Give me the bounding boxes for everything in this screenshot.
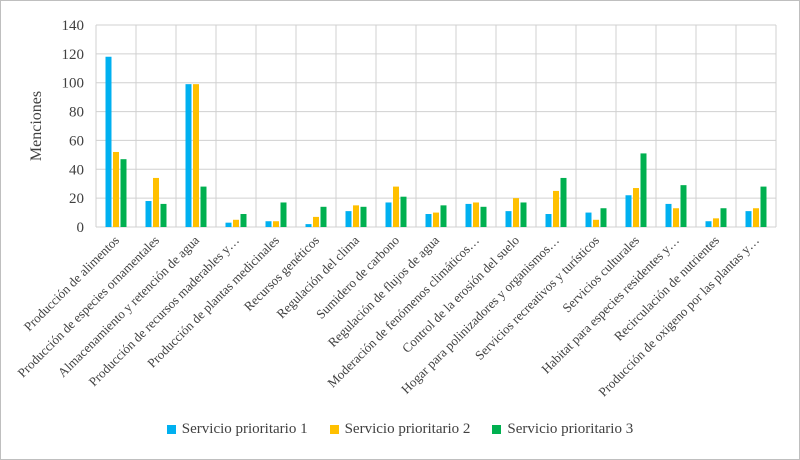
bar (673, 208, 679, 227)
legend-label: Servicio prioritario 1 (181, 421, 308, 437)
bar (465, 203, 472, 227)
bar (440, 205, 447, 227)
y-tick-label: 20 (69, 191, 84, 207)
bar (625, 195, 632, 227)
y-tick-label: 0 (77, 220, 85, 236)
bar (273, 221, 279, 227)
legend: Servicio prioritario 1 Servicio prioritar… (1, 421, 799, 438)
bar (600, 208, 607, 227)
bar (120, 159, 127, 227)
bar (760, 186, 767, 227)
bar (513, 198, 519, 227)
bar (433, 212, 439, 227)
bar (633, 188, 639, 227)
legend-item: Servicio prioritario 2 (329, 421, 471, 438)
bar (305, 224, 312, 227)
legend-item: Servicio prioritario 3 (492, 421, 633, 438)
bar (280, 202, 287, 227)
bar (425, 214, 432, 227)
legend-item: Servicio prioritario 1 (166, 421, 308, 438)
bar (345, 211, 352, 227)
bar (320, 206, 327, 227)
bar (240, 214, 247, 227)
bar (713, 218, 719, 227)
bar (480, 206, 487, 227)
bar (200, 186, 207, 227)
bar (153, 177, 159, 227)
bar (145, 201, 152, 227)
bar (680, 185, 687, 227)
bar (640, 153, 647, 227)
bar (233, 219, 239, 227)
bar (745, 211, 752, 227)
legend-label: Servicio prioritario 2 (344, 421, 471, 437)
legend-swatch (166, 425, 176, 434)
bar (720, 208, 727, 227)
bar (545, 214, 552, 227)
y-tick-label: 60 (69, 133, 84, 149)
bar (353, 205, 359, 227)
legend-swatch (492, 425, 502, 434)
bar (400, 196, 407, 227)
bar (585, 212, 592, 227)
bar (705, 221, 712, 227)
bar (753, 208, 759, 227)
bar (393, 186, 399, 227)
bar (185, 84, 192, 228)
bar (473, 202, 479, 227)
bar (360, 206, 367, 227)
bar (560, 177, 567, 227)
bar (225, 222, 232, 227)
bar (520, 202, 527, 227)
y-tick-label: 100 (62, 76, 85, 92)
bar (385, 202, 392, 227)
y-axis-title: Menciones (28, 91, 45, 161)
y-tick-label: 80 (69, 105, 84, 121)
bar (160, 203, 167, 227)
bar (593, 219, 599, 227)
legend-label: Servicio prioritario 3 (507, 421, 634, 437)
bar (193, 84, 199, 228)
y-tick-label: 40 (69, 162, 84, 178)
bar (265, 221, 272, 227)
bar (553, 190, 559, 227)
y-tick-label: 140 (62, 18, 85, 34)
bar (665, 203, 672, 227)
bar (113, 151, 119, 227)
bar (105, 56, 112, 227)
legend-swatch (329, 425, 339, 434)
bar (313, 216, 319, 227)
y-tick-label: 120 (62, 47, 85, 63)
bar (505, 211, 512, 227)
